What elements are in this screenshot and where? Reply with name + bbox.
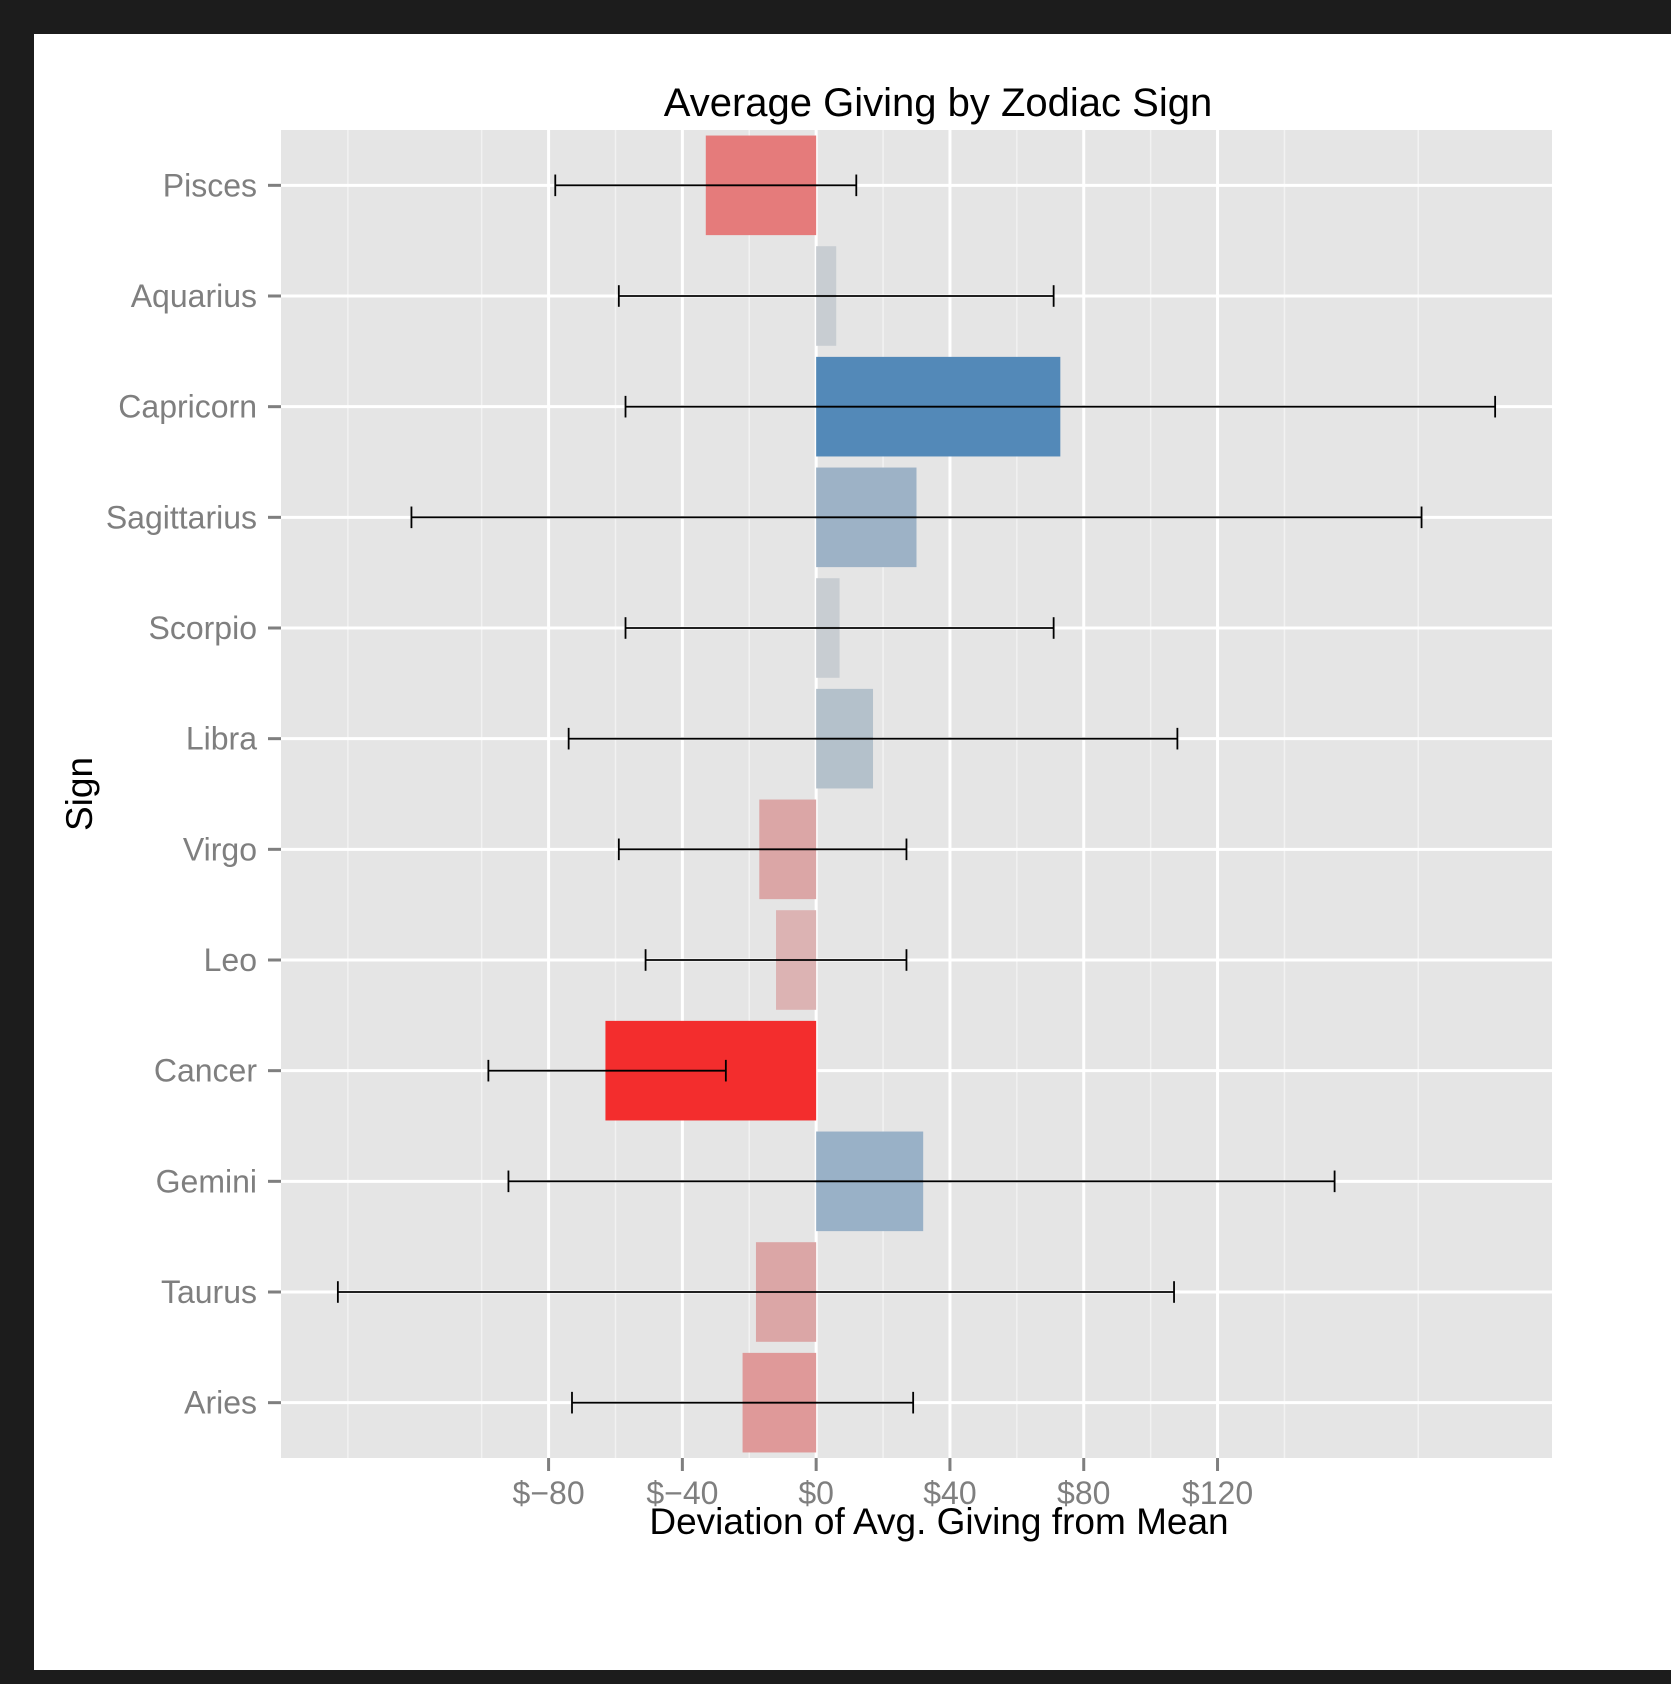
y-tick-label: Leo xyxy=(204,942,257,978)
y-tick-label: Aries xyxy=(184,1385,257,1421)
y-tick-label: Sagittarius xyxy=(106,499,257,535)
x-tick-label: $−80 xyxy=(513,1475,585,1511)
y-tick-label: Scorpio xyxy=(149,610,258,646)
y-tick-label: Libra xyxy=(186,721,257,757)
y-tick-label: Capricorn xyxy=(118,389,257,425)
error-bar-virgo xyxy=(617,838,908,861)
error-bar-aquarius xyxy=(617,285,1055,307)
x-axis-title: Deviation of Avg. Giving from Mean xyxy=(649,1501,1228,1542)
x-tick-label: $120 xyxy=(1182,1475,1253,1511)
chart-frame: Average Giving by Zodiac Sign Pisces Aqua… xyxy=(34,34,1671,1670)
y-axis: Pisces Aquarius Capricorn Sagittarius Scorpi… xyxy=(106,167,281,1421)
error-bars xyxy=(336,174,1497,1414)
chart-title: Average Giving by Zodiac Sign xyxy=(664,81,1212,125)
plot-panel xyxy=(281,130,1552,1458)
y-tick-label: Gemini xyxy=(156,1163,257,1199)
y-tick-label: Taurus xyxy=(161,1274,257,1310)
x-tick-label: $0 xyxy=(798,1475,834,1511)
x-tick-label: $80 xyxy=(1057,1475,1110,1511)
y-tick-label: Cancer xyxy=(154,1053,258,1089)
error-bar-scorpio xyxy=(624,617,1055,639)
x-axis: $−80 $−40 $0 $40 $80 $120 xyxy=(513,1458,1253,1511)
chart-canvas: Average Giving by Zodiac Sign Pisces Aqua… xyxy=(59,81,1552,1542)
error-bar-taurus xyxy=(336,1281,1175,1303)
y-tick-label: Virgo xyxy=(183,831,257,867)
error-bar-gemini xyxy=(507,1170,1336,1193)
error-bar-cancer xyxy=(487,1059,727,1082)
x-tick-label: $−40 xyxy=(646,1475,718,1511)
y-tick-label: Aquarius xyxy=(131,278,257,314)
error-bar-aries xyxy=(571,1391,915,1414)
y-axis-title: Sign xyxy=(59,757,100,831)
y-tick-label: Pisces xyxy=(163,167,257,203)
x-tick-label: $40 xyxy=(923,1475,976,1511)
error-bar-pisces xyxy=(554,174,858,197)
error-bar-capricorn xyxy=(624,395,1497,418)
error-bar-sagittarius xyxy=(410,506,1423,529)
error-bar-leo xyxy=(644,949,908,971)
error-bar-libra xyxy=(567,727,1179,750)
